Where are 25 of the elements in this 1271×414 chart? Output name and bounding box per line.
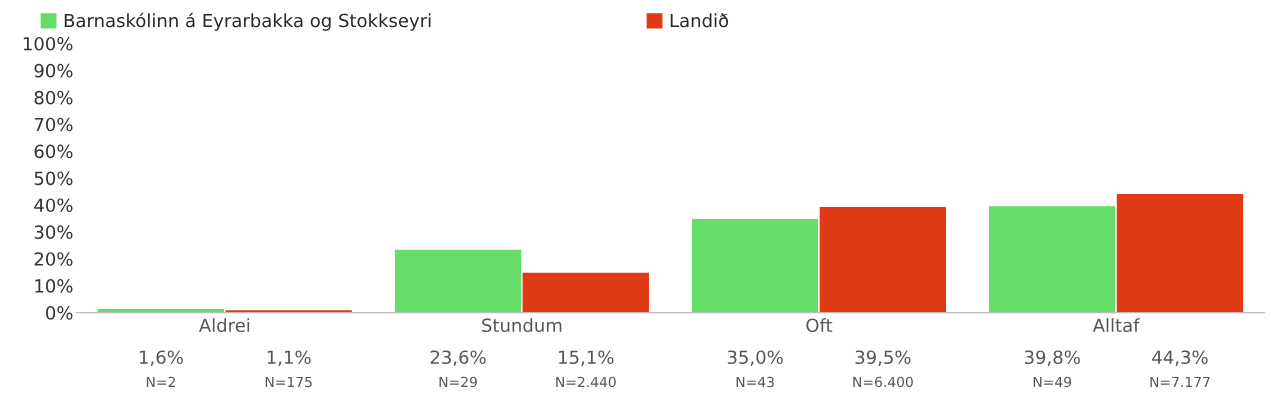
- y-tick-label: 90%: [34, 63, 73, 78]
- data-label: 15,1% N=2.440: [556, 350, 616, 388]
- y-tick-label: 30%: [34, 225, 73, 239]
- data-label: 35,0% N=43: [727, 350, 783, 388]
- data-label: 1,6% N=2: [139, 350, 183, 388]
- y-tick-label: 10%: [35, 279, 73, 293]
- y-tick-label: 40%: [34, 198, 73, 213]
- x-tick-label: Aldrei: [198, 318, 250, 333]
- x-tick-label: Stundum: [482, 318, 562, 333]
- data-label: 39,8% N=49: [1024, 350, 1080, 388]
- data-label: 23,6% N=29: [430, 350, 486, 388]
- data-label: 1,1% N=175: [265, 350, 312, 388]
- data-label: 39,5% N=6.400: [853, 350, 913, 388]
- x-tick-label: Alltaf: [1092, 318, 1140, 333]
- legend-label: Landið: [670, 13, 729, 28]
- y-tick-label: 70%: [34, 117, 73, 132]
- y-tick-label: 100%: [23, 36, 73, 51]
- y-tick-label: 80%: [34, 90, 73, 105]
- y-tick-label: 20%: [34, 252, 73, 266]
- legend-label: Barnaskólinn á Eyrarbakka og Stokkseyri: [64, 12, 431, 31]
- y-tick-label: 0%: [46, 306, 73, 320]
- y-tick-label: 60%: [34, 144, 73, 159]
- data-label: 44,3% N=7.177: [1150, 350, 1210, 388]
- x-tick-label: Oft: [806, 318, 833, 333]
- y-tick-label: 50%: [34, 171, 73, 186]
